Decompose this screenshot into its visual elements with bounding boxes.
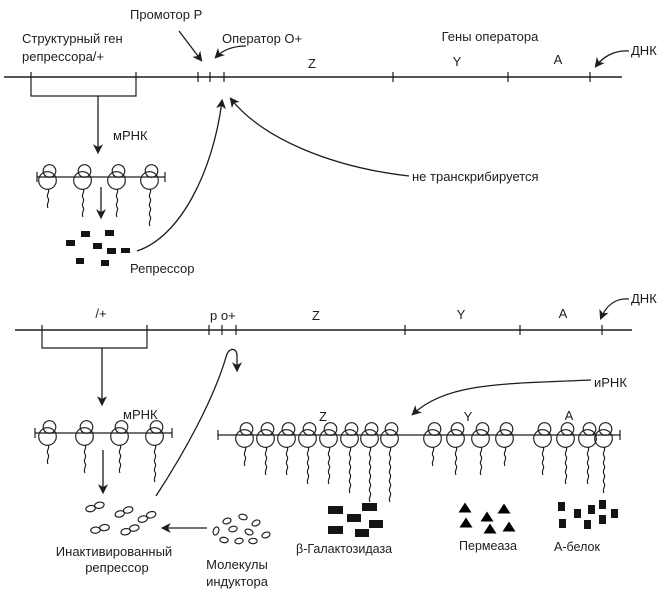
dna-ticks-bottom: [41, 325, 603, 335]
dna-label-bottom: ДНК: [631, 291, 657, 306]
polysome-operon: [217, 422, 621, 503]
inductor-molecules-label-line1: Молекулы: [206, 557, 268, 572]
bottom-diagram: /+ p о+ Z Y A ДНК мРНК иРНК Z Y A Инакти…: [15, 291, 657, 589]
permease-cluster: [458, 502, 516, 534]
inactivated-repressor-cluster: [84, 500, 158, 537]
polysome-gene-z-label: Z: [319, 409, 327, 424]
mrna-label-bottom: мРНК: [123, 407, 158, 422]
gene-z-label-bottom: Z: [312, 308, 320, 323]
beta-galactosidase-label: β-Галактозидаза: [296, 542, 392, 556]
inductor-molecules-cluster: [211, 512, 272, 545]
structural-gene-label-line2: репрессора/+: [22, 49, 104, 64]
structural-gene-bracket-bottom: [41, 335, 148, 349]
dna-pointer-arrow-bottom: [599, 298, 630, 321]
top-diagram: Структурный ген репрессора/+ Промотор Р …: [4, 7, 657, 276]
repressor-cluster: [66, 230, 130, 266]
polysome-gene-y-label: Y: [464, 409, 473, 424]
polysome-gene-a-label: A: [565, 408, 574, 423]
mrna-label-top: мРНК: [113, 128, 148, 143]
structural-gene-bracket-top: [30, 82, 137, 97]
not-transcribed-arrow: [229, 97, 410, 177]
inactivated-repressor-label-line2: репрессор: [85, 560, 149, 575]
dna-pointer-arrow-top: [594, 50, 630, 68]
dna-label-top: ДНК: [631, 43, 657, 58]
operator-label: Оператор О+: [222, 31, 302, 46]
a-protein-label: А-белок: [554, 540, 600, 554]
gene-z-label-top: Z: [308, 56, 316, 71]
permease-label: Пермеаза: [459, 539, 517, 553]
polysome-top: [36, 164, 166, 227]
irna-label: иРНК: [594, 375, 627, 390]
inductor-molecules-label-line2: индуктора: [206, 574, 269, 589]
repressor-binds-operator-arrow: [136, 98, 226, 252]
irna-pointer-arrow: [411, 379, 592, 416]
inactivated-repressor-label-line1: Инактивированный: [56, 544, 172, 559]
not-transcribed-label: не транскрибируется: [412, 169, 539, 184]
operator-pointer-arrow: [214, 45, 247, 59]
structural-gene-label-line1: Структурный ген: [22, 31, 123, 46]
beta-galactosidase-cluster: [328, 503, 383, 537]
repressor-label: Репрессор: [130, 261, 194, 276]
promoter-pointer-arrow: [178, 30, 203, 62]
operator-genes-label: Гены оператора: [442, 29, 539, 44]
a-protein-cluster: [558, 500, 618, 529]
dna-ticks-top: [30, 72, 591, 82]
polysome-bottom-left: [34, 420, 173, 483]
gene-y-label-top: Y: [453, 54, 462, 69]
gene-i-label: /+: [95, 306, 106, 321]
gene-a-label-bottom: A: [559, 306, 568, 321]
promoter-label: Промотор Р: [130, 7, 202, 22]
repressor-released-arrow: [155, 348, 242, 497]
gene-a-label-top: A: [554, 52, 563, 67]
gene-y-label-bottom: Y: [457, 307, 466, 322]
promoter-operator-label: p о+: [210, 308, 236, 323]
